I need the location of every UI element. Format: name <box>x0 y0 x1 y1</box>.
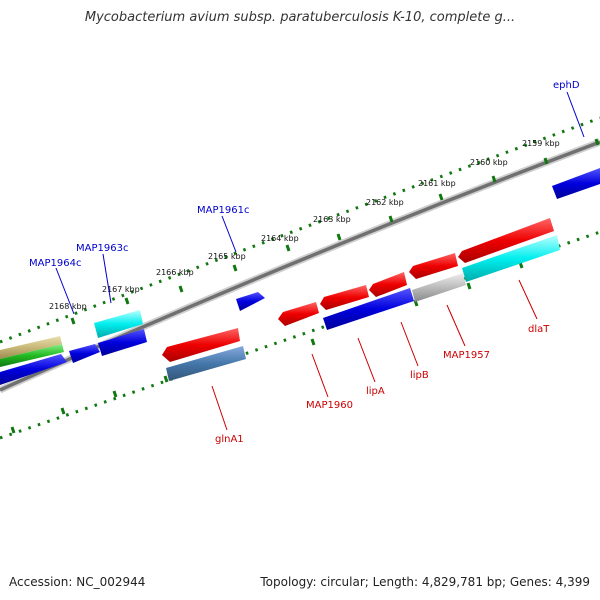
scale-major-ticks <box>10 138 600 434</box>
gene-label-MAP1957[interactable]: MAP1957 <box>443 350 490 361</box>
ephD-connector <box>566 91 585 138</box>
tick-label-2162: 2162 kbp <box>366 198 404 207</box>
map-title: Mycobacterium avium subsp. paratuberculo… <box>84 10 516 25</box>
gene-label-lipB[interactable]: lipB <box>410 370 429 381</box>
MAP1957-connector <box>446 304 466 347</box>
gene-label-MAP1964c[interactable]: MAP1964c <box>29 258 81 269</box>
gene-glnA1[interactable] <box>166 346 246 381</box>
gene-lipB[interactable] <box>369 272 407 297</box>
gene-label-dlaT[interactable]: dlaT <box>528 324 550 335</box>
gene-MAP1960[interactable] <box>278 302 319 326</box>
gene-MAP1963c-b[interactable] <box>98 329 147 356</box>
gene-MAP1963c[interactable] <box>94 310 143 338</box>
gene-MAP1957-red[interactable] <box>409 253 458 279</box>
MAP1960-connector <box>311 353 329 398</box>
gene-lipA[interactable] <box>323 288 414 330</box>
dlaT-connector <box>518 279 538 320</box>
MAP1963c-connector <box>102 253 112 304</box>
genome-summary-text: Topology: circular; Length: 4,829,781 bp… <box>260 575 590 589</box>
tick-label-2161: 2161 kbp <box>418 179 456 188</box>
scale-track-upper <box>0 116 600 344</box>
gene-MAP1957[interactable] <box>412 273 466 302</box>
gene-label-MAP1961c[interactable]: MAP1961c <box>197 205 249 216</box>
tick-label-2168: 2168 kbp <box>49 302 87 311</box>
gene-label-glnA1[interactable]: glnA1 <box>215 434 244 445</box>
gene-label-lipA[interactable]: lipA <box>366 386 385 397</box>
gene-left-tan[interactable] <box>0 336 62 359</box>
tick-label-2165: 2165 kbp <box>208 252 246 261</box>
gene-label-MAP1963c[interactable]: MAP1963c <box>76 243 128 254</box>
lipA-connector <box>357 337 376 383</box>
tick-label-2166: 2166 kbp <box>156 268 194 277</box>
gene-label-MAP1960[interactable]: MAP1960 <box>306 400 353 411</box>
gene-left-green[interactable] <box>0 344 64 367</box>
tick-label-2163: 2163 kbp <box>313 215 351 224</box>
gene-dlaT[interactable] <box>462 235 560 282</box>
gene-MAP1961c[interactable] <box>236 292 265 311</box>
gene-label-ephD[interactable]: ephD <box>553 80 580 91</box>
glnA1-connector <box>211 385 228 431</box>
gene-lipA-red[interactable] <box>320 285 369 310</box>
MAP1964c-connector <box>55 267 75 315</box>
gene-glnA1-red[interactable] <box>162 328 240 362</box>
lipB-connector <box>400 321 419 367</box>
tick-label-2167: 2167 kbp <box>102 285 140 294</box>
gene-ephD[interactable] <box>552 168 600 199</box>
accession-text: Accession: NC_002944 <box>9 575 146 589</box>
tick-label-2160: 2160 kbp <box>470 158 508 167</box>
tick-label-2159: 2159 kbp <box>522 139 560 148</box>
tick-label-2164: 2164 kbp <box>261 234 299 243</box>
gene-dlaT-red[interactable] <box>458 218 554 263</box>
gene-MAP1964c[interactable] <box>69 344 100 363</box>
MAP1961c-connector <box>221 215 237 253</box>
gene-left-blue[interactable] <box>0 354 67 385</box>
